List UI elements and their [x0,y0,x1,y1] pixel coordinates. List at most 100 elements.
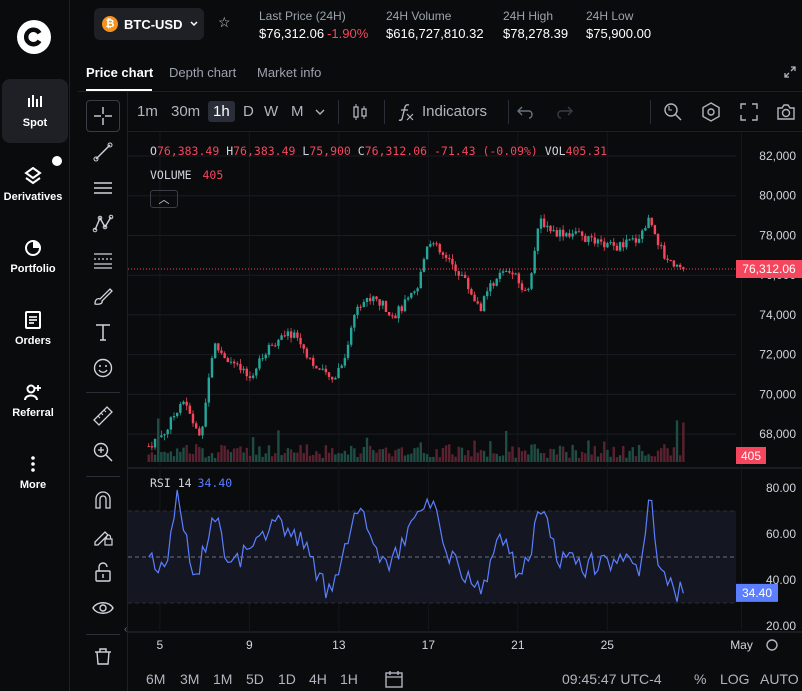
ohlc-high-label: H [226,144,234,158]
fib-tool[interactable] [86,244,120,276]
volume-bar [678,455,682,462]
trend-line-tool[interactable] [86,136,120,168]
timeframe-30m[interactable]: 30m [171,103,201,120]
timeframe-1h[interactable]: 1h [208,101,235,122]
camera-icon[interactable] [776,102,796,122]
volume-bar [460,447,464,462]
volume-bar [157,418,160,462]
favorite-star-icon[interactable]: ☆ [218,14,231,30]
tab-market-info[interactable]: Market info [257,65,322,80]
nav-more[interactable]: More [0,441,66,505]
nav-label: Referral [12,407,54,419]
brush-tool[interactable] [86,280,120,312]
volume-bar [375,452,378,462]
search-icon[interactable] [663,102,683,122]
candle-body [419,271,422,289]
candle-body [473,294,476,302]
volume-bar [334,454,337,462]
volume-bar [508,451,511,462]
chevron-down-icon[interactable] [313,102,327,122]
price-chart-svg[interactable]: 82,00080,00078,00076,00074,00072,00070,0… [128,132,802,662]
candlestick-icon[interactable] [350,102,370,122]
indicators-button[interactable]: Indicators [422,103,488,120]
candle-body [334,378,337,380]
nav-derivatives[interactable]: Derivatives [0,153,66,217]
redo-icon[interactable] [554,102,574,122]
volume-bar [656,450,660,462]
range-3m[interactable]: 3M [180,671,200,687]
candle-body [204,402,207,427]
magnet-tool[interactable] [86,484,120,516]
lock-drawing-tool[interactable] [86,520,120,552]
visibility-tool[interactable] [86,592,120,624]
volume-bar [584,453,587,462]
delete-drawings-tool[interactable] [86,640,120,672]
chart-area[interactable]: 82,00080,00078,00076,00074,00072,00070,0… [128,132,802,691]
volume-bar [669,455,672,462]
log-toggle[interactable]: LOG [720,671,750,687]
collapse-legend-button[interactable]: ︿ [150,190,178,208]
timeframe-1m[interactable]: 1m [137,103,158,120]
horizontal-lines-tool[interactable] [86,172,120,204]
market-header: ₿ BTC-USD ☆ Last Price (24H) $76,312.06-… [78,0,802,52]
nav-spot[interactable]: Spot [2,79,68,143]
emoji-tool[interactable] [86,352,120,384]
ruler-tool[interactable] [86,400,120,432]
chart-settings-icon[interactable] [766,639,778,651]
nav-label: Spot [22,117,48,129]
candle-body [175,412,179,417]
range-1d[interactable]: 1D [278,671,296,687]
collapse-toolbar-icon[interactable]: ‹ [124,624,128,635]
volume-bar [555,454,559,462]
pair-selector[interactable]: ₿ BTC-USD [94,8,204,40]
pattern-tool[interactable] [86,208,120,240]
candle-body [280,335,283,340]
volume-bar [280,455,283,462]
timeframe-w[interactable]: W [264,103,279,120]
fullscreen-icon[interactable] [739,102,759,122]
drawing-toolbar [78,92,128,691]
nav-referral[interactable]: Referral [0,369,66,433]
candle-body [590,236,593,238]
unlock-tool[interactable] [86,556,120,588]
volume-bar [561,446,565,462]
tab-price-chart[interactable]: Price chart [86,65,154,80]
volume-bar [539,453,543,462]
candle-body [239,363,242,371]
volume-bar [498,456,502,462]
time-tick-label: 21 [511,638,525,652]
settings-hexagon-icon[interactable] [701,102,721,122]
range-6m[interactable]: 6M [146,671,166,687]
tab-depth-chart[interactable]: Depth chart [169,65,237,80]
time-tick-label: 9 [246,638,253,652]
auto-toggle[interactable]: AUTO [760,671,799,687]
candle-body [552,230,555,232]
candle-body [324,368,328,373]
candle-body [217,343,220,351]
utc-clock[interactable]: 09:45:47 UTC-4 [562,671,662,687]
nav-orders[interactable]: Orders [0,297,66,361]
range-4h[interactable]: 4H [309,671,327,687]
candle-body [286,331,290,337]
timeframe-d[interactable]: D [243,103,254,120]
timeframe-m[interactable]: M [291,103,304,120]
zoom-tool[interactable] [86,436,120,468]
crosshair-tool[interactable] [86,100,120,132]
calendar-icon[interactable] [384,669,404,689]
range-1h[interactable]: 1H [340,671,358,687]
candle-body [663,245,666,259]
rsi-label: RSI 14 [150,476,192,490]
expand-icon[interactable] [784,66,796,78]
candle-body [185,401,188,406]
candle-body [435,243,438,245]
coinbase-logo[interactable] [17,20,51,54]
volume-bar [302,453,305,462]
time-tick-label: 25 [601,638,615,652]
text-tool[interactable] [86,316,120,348]
undo-icon[interactable] [516,102,536,122]
nav-portfolio[interactable]: Portfolio [0,225,66,289]
range-1m[interactable]: 1M [213,671,233,687]
function-icon[interactable] [396,102,416,122]
range-5d[interactable]: 5D [246,671,264,687]
percent-toggle[interactable]: % [694,671,707,687]
